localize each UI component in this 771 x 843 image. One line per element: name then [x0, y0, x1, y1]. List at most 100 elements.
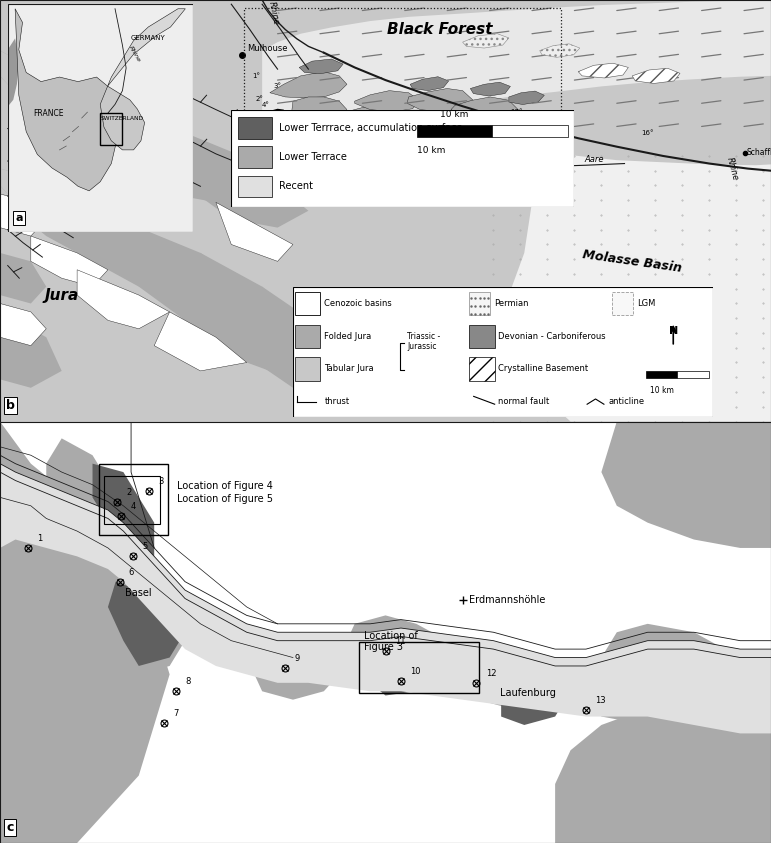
- Text: Olten: Olten: [382, 157, 403, 165]
- Bar: [100, 114, 123, 145]
- Text: 10 km: 10 km: [440, 110, 469, 119]
- Polygon shape: [108, 8, 185, 86]
- Polygon shape: [139, 228, 278, 337]
- Text: 3°: 3°: [274, 83, 281, 89]
- Polygon shape: [0, 232, 46, 303]
- Bar: [104, 475, 160, 524]
- Text: Location of Figure 5: Location of Figure 5: [177, 494, 274, 504]
- Text: Jura: Jura: [45, 287, 79, 303]
- Polygon shape: [77, 270, 170, 329]
- Text: 2°: 2°: [255, 96, 263, 102]
- Text: 15°: 15°: [549, 128, 561, 135]
- Polygon shape: [31, 236, 108, 287]
- Text: b: b: [6, 400, 15, 412]
- Text: thrust: thrust: [325, 397, 349, 406]
- Text: Erdmannshöhle: Erdmannshöhle: [469, 595, 545, 605]
- Text: Crystalline Basement: Crystalline Basement: [498, 364, 588, 373]
- Polygon shape: [62, 101, 139, 152]
- Text: 14°: 14°: [487, 126, 500, 132]
- Text: Mulhouse: Mulhouse: [247, 44, 288, 52]
- Polygon shape: [15, 8, 119, 191]
- Text: 5: 5: [143, 542, 148, 551]
- Bar: [492, 125, 567, 137]
- Text: Basel: Basel: [274, 122, 297, 132]
- Text: 4°: 4°: [261, 102, 269, 109]
- Bar: [99, 464, 168, 535]
- Polygon shape: [0, 464, 771, 733]
- Polygon shape: [278, 126, 401, 185]
- Bar: [470, 357, 495, 381]
- Polygon shape: [108, 101, 247, 202]
- Text: Rhine: Rhine: [128, 46, 141, 63]
- Polygon shape: [0, 51, 62, 110]
- Text: 1: 1: [37, 534, 42, 543]
- Text: 9: 9: [295, 654, 300, 663]
- Text: Triassic -: Triassic -: [407, 332, 440, 341]
- Text: FRANCE: FRANCE: [33, 109, 64, 118]
- Bar: [295, 325, 320, 348]
- Polygon shape: [586, 624, 740, 725]
- Text: Tabular Jura: Tabular Jura: [325, 364, 374, 373]
- Polygon shape: [46, 84, 185, 169]
- Bar: [295, 292, 320, 315]
- Text: SWITZERLAND: SWITZERLAND: [101, 115, 144, 121]
- Text: GERMANY: GERMANY: [131, 35, 166, 41]
- Polygon shape: [170, 126, 308, 228]
- Bar: [416, 125, 492, 137]
- Text: Recent: Recent: [279, 181, 313, 191]
- Text: 6°: 6°: [263, 125, 271, 131]
- Polygon shape: [632, 649, 709, 708]
- Text: Lower Terrrace, accumulation surface: Lower Terrrace, accumulation surface: [279, 123, 463, 133]
- Polygon shape: [93, 464, 154, 582]
- Polygon shape: [407, 89, 474, 111]
- Bar: [295, 357, 320, 381]
- Polygon shape: [0, 118, 62, 211]
- Text: LGM: LGM: [637, 299, 655, 308]
- Bar: [359, 642, 479, 693]
- Text: Rhine: Rhine: [267, 1, 281, 26]
- Text: Devonian - Carboniferous: Devonian - Carboniferous: [498, 332, 606, 341]
- Polygon shape: [410, 77, 449, 90]
- Polygon shape: [355, 90, 420, 111]
- Polygon shape: [46, 438, 185, 674]
- Text: Lower Terrace: Lower Terrace: [279, 152, 347, 162]
- Text: 8°: 8°: [280, 126, 288, 132]
- Polygon shape: [154, 312, 247, 371]
- Polygon shape: [339, 105, 405, 124]
- Text: 17°: 17°: [510, 109, 523, 115]
- Polygon shape: [231, 126, 355, 177]
- Polygon shape: [291, 97, 347, 120]
- Text: 2: 2: [126, 487, 132, 497]
- Polygon shape: [451, 97, 518, 119]
- Text: Molasse Basin: Molasse Basin: [582, 248, 682, 275]
- Polygon shape: [267, 109, 287, 121]
- Text: Rhine: Rhine: [725, 156, 740, 181]
- Text: Doubs: Doubs: [39, 185, 69, 203]
- Text: Basel: Basel: [125, 588, 152, 598]
- Polygon shape: [601, 422, 771, 548]
- Text: 8: 8: [185, 677, 190, 686]
- Text: 10°: 10°: [325, 126, 338, 133]
- Polygon shape: [493, 152, 771, 422]
- Text: 10 km: 10 km: [650, 386, 674, 395]
- Text: 12°: 12°: [360, 126, 372, 133]
- Bar: [612, 292, 633, 315]
- Bar: [238, 175, 272, 196]
- Polygon shape: [0, 8, 93, 118]
- Text: a: a: [15, 212, 22, 223]
- Polygon shape: [501, 666, 571, 725]
- Text: 16°: 16°: [641, 130, 654, 136]
- Polygon shape: [463, 649, 555, 708]
- Polygon shape: [370, 632, 432, 695]
- Polygon shape: [77, 202, 216, 295]
- Text: Black Forest: Black Forest: [387, 22, 492, 37]
- Text: normal fault: normal fault: [498, 397, 549, 406]
- Polygon shape: [270, 72, 347, 98]
- Text: 9°: 9°: [297, 127, 305, 134]
- Text: N: N: [668, 326, 678, 336]
- Bar: [470, 325, 495, 348]
- Polygon shape: [108, 582, 185, 666]
- Polygon shape: [470, 82, 510, 96]
- Polygon shape: [93, 135, 170, 194]
- Text: 11°: 11°: [337, 119, 349, 126]
